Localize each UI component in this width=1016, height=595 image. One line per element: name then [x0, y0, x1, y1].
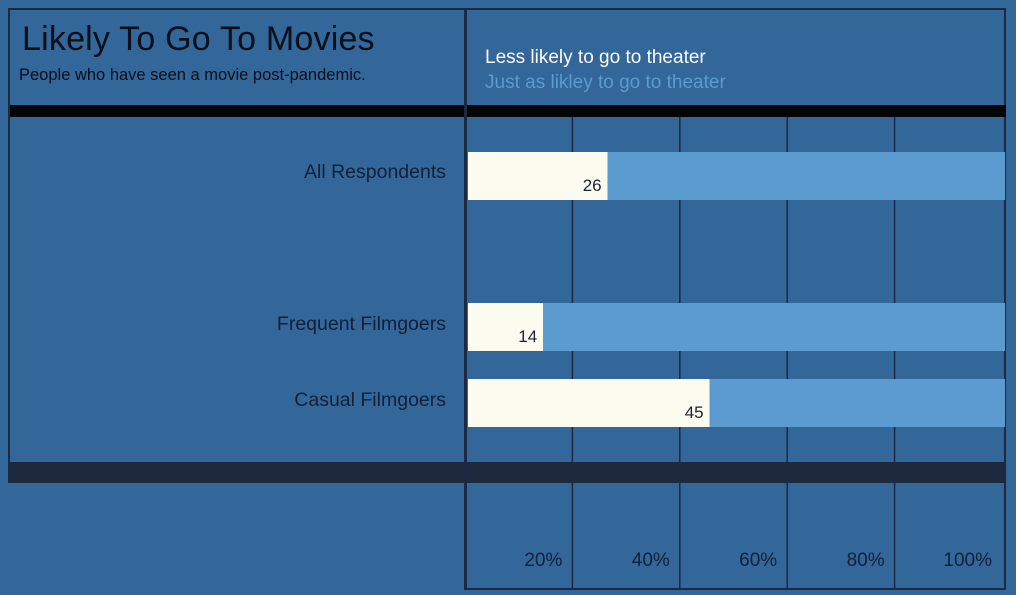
header-divider [10, 105, 1006, 117]
x-tick-label-1: 40% [632, 550, 670, 571]
bar-just-as-likely-1 [543, 303, 1005, 351]
category-label-frequent-filmgoers: Frequent Filmgoers [276, 313, 446, 335]
data-label-2: 45 [685, 403, 704, 422]
legend-just-as-likely: Just as likley to go to theater [485, 72, 726, 93]
x-tick-label-3: 80% [847, 550, 885, 571]
x-tick-label-0: 20% [524, 550, 562, 571]
data-label-0: 26 [583, 176, 602, 195]
category-label-casual-filmgoers: Casual Filmgoers [294, 389, 446, 411]
bar-less-likely-0 [468, 152, 608, 200]
vertical-divider [464, 8, 467, 589]
bar-less-likely-1 [468, 303, 544, 351]
data-label-1: 14 [518, 327, 537, 346]
chart-title: Likely To Go To Movies [22, 20, 375, 58]
x-tick-label-4: 100% [943, 550, 992, 571]
bar-just-as-likely-2 [709, 379, 1005, 427]
bar-less-likely-2 [468, 379, 710, 427]
bar-just-as-likely-0 [607, 152, 1005, 200]
x-tick-label-2: 60% [739, 550, 777, 571]
chart-subtitle: People who have seen a movie post-pandem… [19, 66, 366, 84]
legend-less-likely: Less likely to go to theater [485, 47, 706, 68]
footer-bar [10, 462, 1006, 483]
category-label-all-respondents: All Respondents [303, 161, 446, 183]
